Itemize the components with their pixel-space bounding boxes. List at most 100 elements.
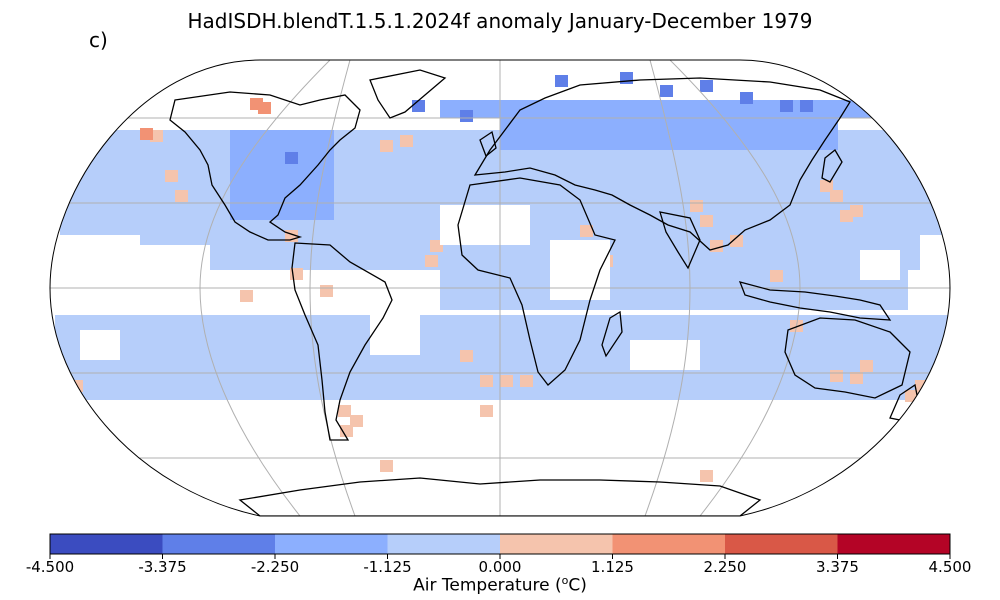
anomaly-cell <box>175 190 188 202</box>
anomaly-cell <box>861 315 887 360</box>
anomaly-cell <box>700 270 726 310</box>
anomaly-cell <box>780 100 793 112</box>
anomaly-cell <box>816 235 842 270</box>
anomaly-cell <box>165 170 178 182</box>
anomaly-cell <box>112 200 138 235</box>
anomaly-cell <box>726 100 739 118</box>
anomaly-cell <box>348 235 374 270</box>
anomaly-cell <box>263 315 289 360</box>
anomaly-cell <box>86 360 112 400</box>
anomaly-cell <box>424 360 450 400</box>
anomaly-cell <box>721 118 734 150</box>
anomaly-cell <box>705 315 731 360</box>
anomaly-cell <box>164 200 190 235</box>
anomaly-cell <box>480 375 493 387</box>
anomaly-cell <box>268 360 294 400</box>
globe-outline <box>49 59 951 517</box>
anomaly-cell <box>765 100 778 118</box>
anomaly-cell <box>682 118 695 150</box>
world-map <box>49 59 951 517</box>
uk-coast <box>479 130 497 158</box>
anomaly-cell <box>164 360 190 400</box>
anomaly-cell <box>244 235 270 270</box>
colorbar-tick-label: -1.125 <box>363 558 412 576</box>
anomaly-cell <box>340 425 353 437</box>
anomaly-cell <box>419 315 445 360</box>
colorbar <box>49 533 951 559</box>
anomaly-cell <box>425 255 438 267</box>
no-data-cell <box>860 250 900 280</box>
anomaly-cell <box>622 100 635 118</box>
anomaly-cell <box>322 235 348 270</box>
colorbar-bin <box>725 534 838 554</box>
africa-coast <box>457 177 616 386</box>
anomaly-cell <box>799 118 812 150</box>
anomaly-cell <box>497 315 523 360</box>
anomaly-cell <box>112 360 138 400</box>
anomaly-cell <box>526 118 539 150</box>
colorbar-bin <box>612 534 726 554</box>
anomaly-cell <box>372 360 398 400</box>
no-data-cell <box>440 205 530 245</box>
anomaly-cell <box>518 270 544 310</box>
anomaly-cell <box>86 200 112 235</box>
india-coast <box>659 211 701 270</box>
anomaly-cell <box>112 130 138 200</box>
colorbar-bin <box>275 534 388 554</box>
anomaly-cell <box>450 130 476 200</box>
anomaly-cell <box>374 235 400 270</box>
anomaly-cell <box>380 460 393 472</box>
no-data-cell <box>630 340 700 370</box>
anomaly-cell <box>230 130 243 220</box>
anomaly-cell <box>575 315 601 360</box>
anomaly-cell <box>710 360 736 400</box>
anomaly-cell <box>466 270 492 310</box>
no-data-cell <box>120 245 210 275</box>
anomaly-cell <box>840 130 866 200</box>
anomaly-cell <box>380 140 393 152</box>
madagascar-coast <box>601 310 623 358</box>
anomaly-cell <box>788 360 814 400</box>
anomaly-cell <box>713 100 726 118</box>
anomaly-cell <box>296 235 322 270</box>
anomaly-cell <box>731 315 757 360</box>
anomaly-cell <box>544 100 557 118</box>
anomaly-cell <box>500 375 513 387</box>
anomaly-cell <box>424 130 450 200</box>
anomaly-cell <box>770 270 783 282</box>
anomaly-cell <box>739 100 752 118</box>
anomaly-cell <box>660 85 673 97</box>
anomaly-cell <box>596 100 609 118</box>
anomaly-cell <box>700 100 713 118</box>
anomaly-cell <box>820 180 833 192</box>
anomaly-cell <box>860 360 873 372</box>
anomaly-cell <box>218 235 244 270</box>
anomaly-cell <box>190 130 216 200</box>
anomaly-cell <box>539 118 552 150</box>
anomaly-cell <box>892 200 918 235</box>
anomaly-cell <box>830 190 843 202</box>
colorbar-tick-label: 1.125 <box>591 558 634 576</box>
anomaly-cell <box>159 315 185 360</box>
anomaly-cell <box>773 118 786 150</box>
greenland-coast <box>369 69 447 119</box>
anomaly-cell <box>140 128 153 140</box>
anomaly-cell <box>887 315 913 360</box>
south-america-coast <box>291 242 393 441</box>
anomaly-cell <box>479 100 492 118</box>
colorbar-ticks <box>49 554 951 559</box>
antarctica-coast <box>238 477 762 516</box>
anomaly-cell <box>460 350 473 362</box>
colorbar-bins <box>50 534 951 554</box>
anomaly-cell <box>591 118 604 150</box>
anomaly-cell <box>866 200 892 235</box>
anomaly-cell <box>346 360 372 400</box>
anomaly-cell <box>764 235 790 270</box>
anomaly-cell <box>240 290 253 302</box>
anomaly-cell <box>866 130 892 200</box>
anomaly-cell <box>480 405 493 417</box>
anomaly-cell <box>190 360 216 400</box>
colorbar-tick-label: 0.000 <box>478 558 522 576</box>
anomaly-cell <box>285 152 298 164</box>
anomaly-cell <box>552 118 565 150</box>
